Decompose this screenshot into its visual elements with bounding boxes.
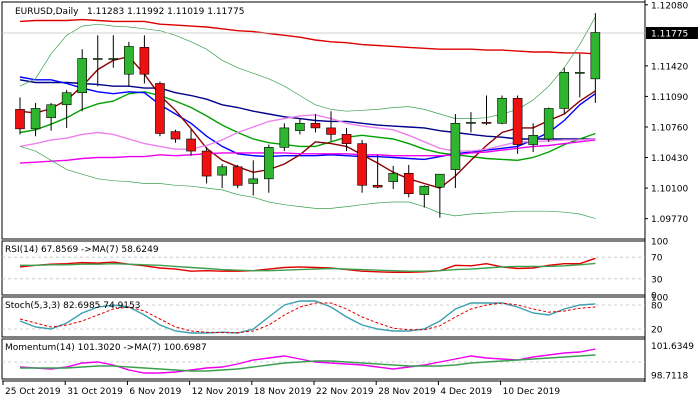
candle-body [170, 131, 181, 140]
chart-symbol: EURUSD,Daily [15, 7, 79, 17]
moving-average-line [19, 16, 596, 119]
candle-body [279, 127, 290, 148]
candle-body [232, 166, 243, 186]
price-tick-label: 1.10430 [651, 154, 688, 164]
chart-ohlc: 1.11283 1.11992 1.11019 1.11775 [87, 7, 244, 17]
moving-average-line [19, 146, 596, 219]
price-tick-label: 1.10760 [651, 123, 688, 133]
candle-body [263, 147, 274, 180]
candle-body [139, 47, 150, 75]
momentum-tick-label: 98.7118 [651, 371, 688, 381]
candle-body [217, 166, 227, 176]
candle-body [92, 58, 103, 60]
candle-body [201, 150, 212, 177]
time-tick-label: 22 Nov 2019 [316, 387, 374, 397]
candle-body [466, 122, 476, 124]
time-tick-label: 12 Nov 2019 [192, 387, 250, 397]
price-tick-label: 1.12080 [651, 1, 688, 11]
candle-body [30, 108, 41, 130]
current-price-label: 1.11775 [651, 30, 688, 40]
candle-body [528, 135, 538, 145]
stoch-series-line [19, 302, 596, 334]
candle-body [310, 122, 321, 129]
time-tick-label: 6 Nov 2019 [129, 387, 181, 397]
candle-body [295, 122, 305, 131]
candle-body [326, 127, 336, 135]
moving-average-line [19, 139, 596, 164]
stoch-tick-label: 80 [651, 302, 663, 312]
candle-body [450, 122, 461, 170]
time-tick-label: 4 Dec 2019 [440, 387, 492, 397]
moving-average-line [19, 18, 596, 55]
moving-average-line [19, 76, 596, 161]
price-tick-label: 1.11420 [651, 62, 688, 72]
candle-body [108, 58, 119, 60]
candle-body [341, 134, 352, 144]
candle-body [419, 185, 430, 195]
candle-body [186, 138, 196, 152]
candle-body [155, 83, 165, 134]
moving-average-line [19, 91, 596, 162]
time-tick-label: 25 Oct 2019 [5, 387, 61, 397]
rsi-tick-label: 30 [651, 275, 663, 285]
candle-body [388, 172, 399, 182]
time-tick-label: 10 Dec 2019 [503, 387, 561, 397]
candle-body [497, 97, 507, 124]
moving-average-line [19, 114, 596, 152]
candle-body [590, 32, 601, 80]
candle-body [77, 58, 87, 94]
rsi-series-line [19, 257, 596, 273]
time-tick-label: 31 Oct 2019 [67, 387, 123, 397]
candle-body [372, 185, 383, 188]
rsi-tick-label: 70 [651, 254, 663, 264]
moving-average-line [19, 79, 596, 140]
candle-body [124, 46, 134, 75]
stoch-tick-label: 100 [651, 294, 668, 304]
time-tick-label: 18 Nov 2019 [254, 387, 312, 397]
rsi-tick-label: 0 [651, 292, 657, 302]
candle-body [15, 109, 25, 130]
candle-body [435, 173, 445, 188]
rsi-title: RSI(14) 67.8569 ->MA(7) 58.6249 [5, 245, 159, 255]
momentum-series-line [20, 354, 596, 372]
momentum-tick-label: 101.6349 [651, 342, 694, 352]
candle-body [46, 104, 56, 119]
rsi-tick-label: 100 [651, 238, 668, 248]
stoch-tick-label: 20 [651, 326, 663, 336]
candle-body [512, 97, 523, 145]
candle-body [248, 178, 259, 184]
moving-average-line [19, 55, 596, 189]
candle-body [481, 122, 492, 124]
candle-body [357, 143, 367, 186]
candle-body [61, 92, 72, 106]
candle-body [543, 108, 554, 140]
candle-body [559, 72, 570, 109]
time-tick-label: 28 Nov 2019 [378, 387, 436, 397]
price-tick-label: 1.10100 [651, 185, 688, 195]
rsi-series-line [20, 262, 596, 272]
candle-body [574, 72, 585, 74]
price-tick-label: 1.11090 [651, 93, 688, 103]
candle-body [403, 172, 414, 194]
momentum-title: Momentum(14) 101.3020 ->MA(7) 100.6987 [5, 343, 207, 353]
price-tick-label: 1.09770 [651, 215, 688, 225]
stoch-title: Stoch(5,3,3) 82.6985 74.9153 [5, 301, 140, 311]
current-price-box [646, 27, 698, 40]
